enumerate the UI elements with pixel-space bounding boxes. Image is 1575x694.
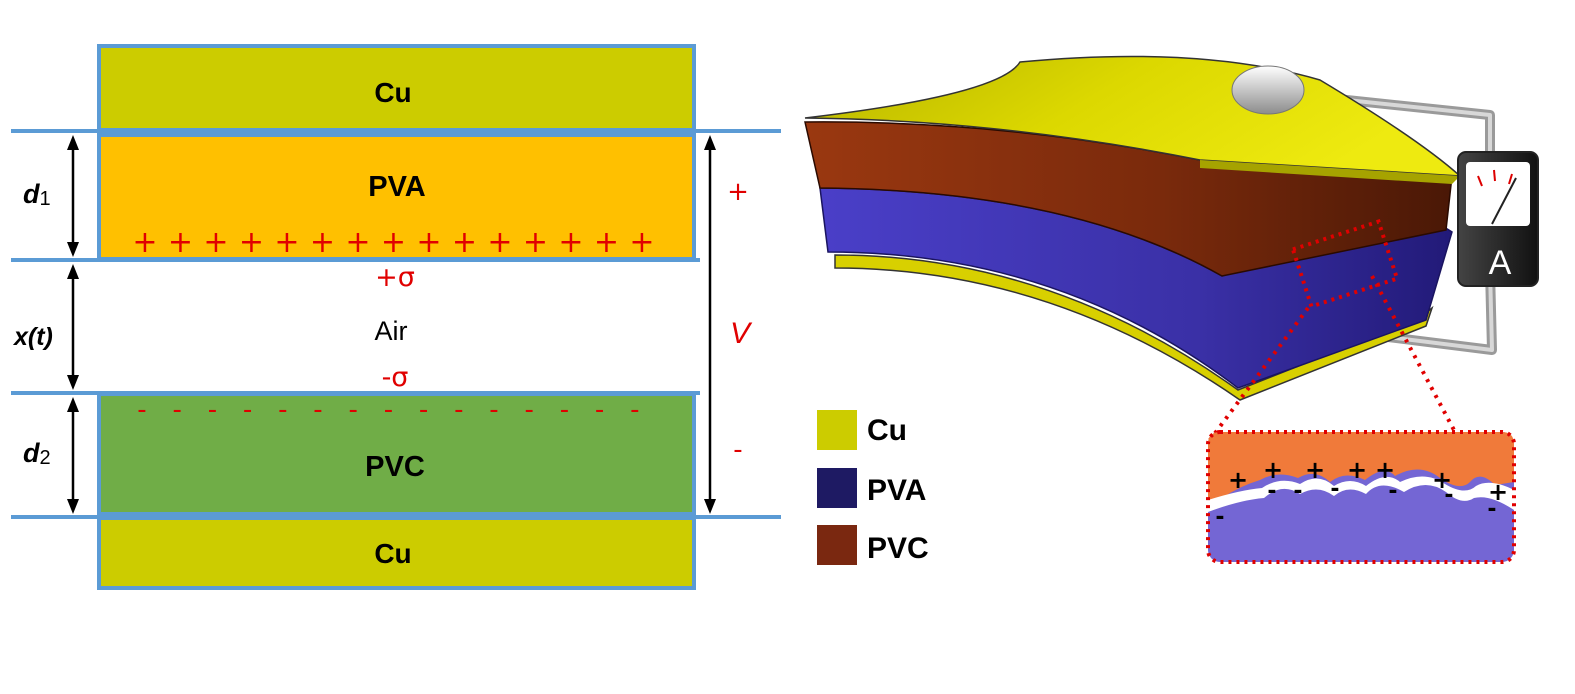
d2-dimension-arrow xyxy=(67,397,79,514)
negative-charge: - xyxy=(489,395,498,425)
positive-charge: + xyxy=(168,225,193,260)
interface-magnified-inset: + + + + + + + -- - - - -- xyxy=(1206,430,1516,564)
pvc-layer-label: PVC xyxy=(365,451,425,483)
legend-label-pva: PVA xyxy=(867,474,926,507)
legend-item-pvc: PVC xyxy=(817,525,929,565)
gap-dimension-arrow xyxy=(67,264,79,390)
inset-positive-charge: + xyxy=(1347,456,1367,484)
voltage-plus-sign: + xyxy=(727,177,749,207)
negative-charge: - xyxy=(384,395,393,425)
inset-negative-charge: - xyxy=(1267,479,1276,504)
positive-charge: + xyxy=(132,225,157,260)
negative-charge: - xyxy=(419,395,428,425)
top-cu-label: Cu xyxy=(374,77,411,108)
positive-charge: + xyxy=(416,225,441,260)
inset-negative-charge: - xyxy=(1215,505,1224,530)
bottom-cu-label: Cu xyxy=(374,538,411,569)
positive-charge: + xyxy=(310,225,335,260)
inset-positive-charges: + + + + + + + xyxy=(1228,456,1508,506)
positive-charge: + xyxy=(345,225,370,260)
minus-sigma-label: -σ xyxy=(382,362,409,393)
positive-charge: + xyxy=(239,225,264,260)
voltage-arrow xyxy=(704,135,716,514)
inset-negative-charge: - xyxy=(1444,483,1453,508)
negative-charge: - xyxy=(278,395,287,425)
negative-charge-row: --------------- xyxy=(137,395,639,425)
legend-item-cu: Cu xyxy=(817,410,907,450)
zoom-leader-left xyxy=(1208,306,1310,442)
pva-layer-label: PVA xyxy=(368,171,426,203)
legend-swatch-cu xyxy=(817,410,857,450)
negative-charge: - xyxy=(560,395,569,425)
d2-label: d2 xyxy=(23,438,51,469)
contact-dome xyxy=(1231,65,1305,115)
device-pvc-layer xyxy=(804,121,1453,277)
d1-dimension-arrow xyxy=(67,135,79,257)
top-cu-electrode xyxy=(97,44,696,132)
zoom-region-marker xyxy=(1290,219,1400,309)
inset-negative-charge: - xyxy=(1293,479,1302,504)
ammeter: A xyxy=(1457,151,1539,287)
device-bottom-cu xyxy=(834,254,1434,401)
zoom-leader-right xyxy=(1370,275,1457,433)
layer-stack-schematic: Cu PVA + + + + + + + + + + + + + + + Air +σ -σ PVC ---… xyxy=(11,44,781,590)
positive-charge: + xyxy=(381,225,406,260)
inset-positive-charge: + xyxy=(1263,456,1283,484)
legend-label-pvc: PVC xyxy=(867,532,929,565)
gap-label: x(t) xyxy=(12,323,53,351)
legend-item-pva: PVA xyxy=(817,468,926,508)
negative-charge: - xyxy=(208,395,217,425)
device-illustration: A + + + + + + + -- - - - -- xyxy=(804,55,1539,564)
bottom-cu-electrode xyxy=(97,516,696,590)
positive-charge: + xyxy=(558,225,583,260)
negative-charge: - xyxy=(454,395,463,425)
positive-charge: + xyxy=(487,225,512,260)
material-legend: Cu PVA PVC xyxy=(817,410,929,565)
inset-positive-charge: + xyxy=(1228,466,1248,494)
ammeter-needle xyxy=(1491,177,1517,225)
inset-positive-charge: + xyxy=(1305,456,1325,484)
legend-swatch-pva xyxy=(817,468,857,508)
inset-negative-charge: - xyxy=(1330,477,1339,502)
inset-positive-charge: + xyxy=(1432,466,1452,494)
positive-charge: + xyxy=(629,225,654,260)
inset-negative-charges: -- - - - -- xyxy=(1215,477,1496,530)
positive-charge: + xyxy=(274,225,299,260)
negative-charge: - xyxy=(243,395,252,425)
inset-positive-charge: + xyxy=(1488,478,1508,506)
negative-charge: - xyxy=(137,395,146,425)
negative-charge: - xyxy=(595,395,604,425)
negative-charge: - xyxy=(313,395,322,425)
positive-charge: + xyxy=(594,225,619,260)
voltage-minus-sign: - xyxy=(733,435,742,465)
voltage-label: V xyxy=(730,317,753,350)
inset-negative-charge: - xyxy=(1487,497,1496,522)
air-gap-label: Air xyxy=(375,316,408,346)
negative-charge: - xyxy=(630,395,639,425)
positive-charge: + xyxy=(523,225,548,260)
negative-charge: - xyxy=(525,395,534,425)
ammeter-label: A xyxy=(1489,244,1512,282)
negative-charge: - xyxy=(173,395,182,425)
inset-positive-charge: + xyxy=(1375,456,1395,484)
positive-charge-row: + + + + + + + + + + + + + + + xyxy=(132,225,654,260)
inset-negative-charge: - xyxy=(1388,479,1397,504)
positive-charge: + xyxy=(452,225,477,260)
d1-label: d1 xyxy=(23,179,51,210)
plus-sigma-label: +σ xyxy=(375,262,415,293)
negative-charge: - xyxy=(349,395,358,425)
positive-charge: + xyxy=(203,225,228,260)
legend-swatch-pvc xyxy=(817,525,857,565)
legend-label-cu: Cu xyxy=(867,414,907,447)
pva-layer xyxy=(97,133,696,261)
